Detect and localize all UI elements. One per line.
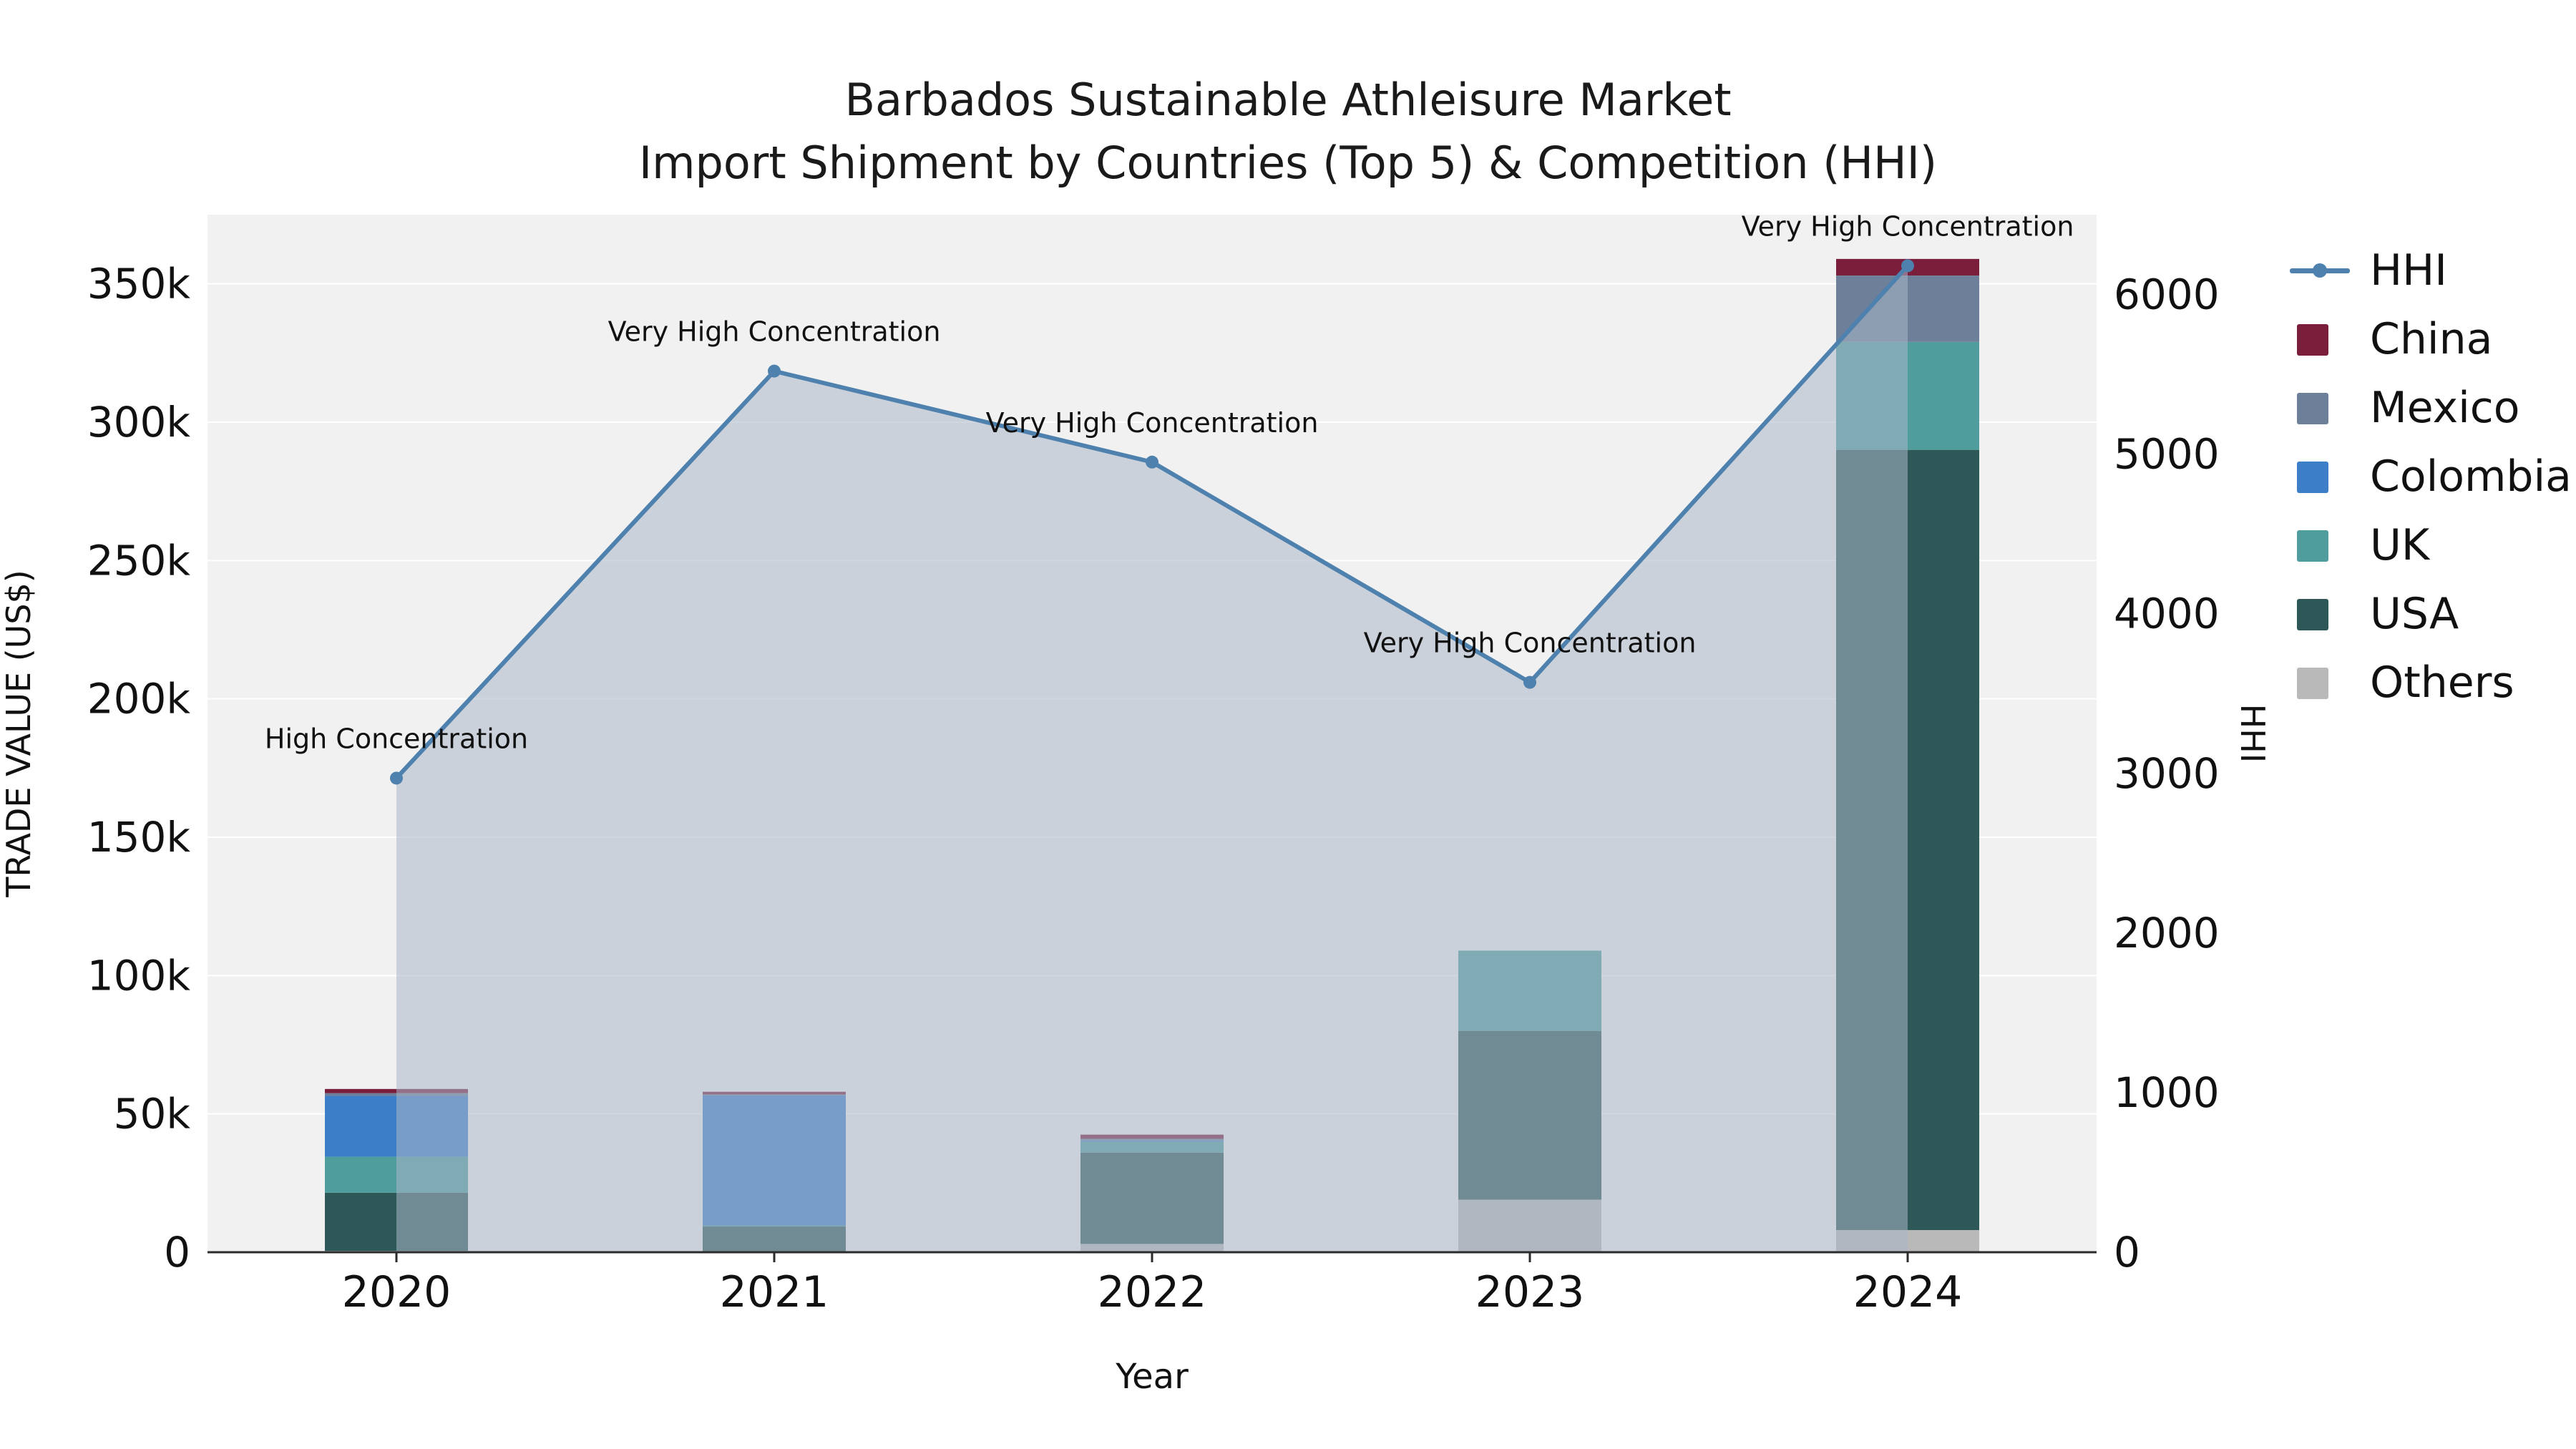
legend-label-others: Others (2370, 658, 2514, 708)
y-right-tick-label: 6000 (2114, 270, 2220, 319)
x-tick-label: 2020 (342, 1267, 452, 1317)
x-tick-label: 2022 (1098, 1267, 1207, 1317)
y-left-tick-label: 100k (87, 951, 191, 1000)
legend-item-hhi: HHI (2290, 236, 2572, 305)
legend-label-usa: USA (2370, 589, 2459, 639)
chart-title: Barbados Sustainable Athleisure Market I… (0, 69, 2576, 195)
others-swatch (2297, 668, 2328, 699)
legend-item-uk: UK (2290, 511, 2572, 580)
annotation-2023: Very High Concentration (1364, 628, 1697, 659)
legend-label-uk: UK (2370, 520, 2430, 570)
annotation-2020: High Concentration (265, 723, 528, 754)
x-tick-label: 2021 (720, 1267, 829, 1317)
legend-item-mexico: Mexico (2290, 374, 2572, 442)
y-left-tick-label: 50k (114, 1090, 191, 1138)
annotation-2021: Very High Concentration (608, 316, 941, 348)
usa-swatch (2297, 599, 2328, 630)
legend-item-others: Others (2290, 648, 2572, 717)
y-right-tick-label: 2000 (2114, 909, 2220, 957)
hhi-area (396, 265, 1908, 1252)
legend-label-hhi: HHI (2370, 245, 2447, 296)
uk-swatch (2297, 530, 2328, 562)
legend-item-usa: USA (2290, 580, 2572, 648)
y-left-tick-label: 350k (87, 260, 191, 308)
y-right-tick-label: 0 (2114, 1228, 2140, 1277)
hhi-marker-2024 (1901, 259, 1914, 273)
mexico-swatch (2297, 393, 2328, 424)
china-swatch (2297, 324, 2328, 356)
hhi-marker-2023 (1523, 675, 1536, 689)
y-left-tick-label: 150k (87, 813, 191, 862)
y-right-tick-label: 4000 (2114, 590, 2220, 638)
legend-label-china: China (2370, 314, 2493, 364)
hhi-marker-2022 (1146, 455, 1158, 469)
chart-title-line2: Import Shipment by Countries (Top 5) & C… (638, 137, 1938, 189)
legend-item-colombia: Colombia (2290, 442, 2572, 511)
y-right-axis-title: HHI (2233, 704, 2272, 763)
y-left-tick-label: 200k (87, 675, 191, 723)
y-right-tick-label: 5000 (2114, 430, 2220, 479)
legend-label-mexico: Mexico (2370, 383, 2520, 433)
y-right-tick-label: 1000 (2114, 1068, 2220, 1117)
y-left-axis-title: TRADE VALUE (US$) (0, 570, 38, 897)
colombia-swatch (2297, 462, 2328, 493)
legend: HHI China Mexico Colombia UK USA Others (2290, 236, 2572, 717)
hhi-marker-2020 (390, 771, 403, 785)
y-left-tick-label: 300k (87, 398, 191, 447)
x-tick-label: 2023 (1475, 1267, 1585, 1317)
legend-item-china: China (2290, 305, 2572, 374)
chart-title-line1: Barbados Sustainable Athleisure Market (844, 74, 1732, 126)
hhi-marker-glyph (2313, 263, 2327, 278)
annotation-2024: Very High Concentration (1742, 210, 2074, 242)
legend-label-colombia: Colombia (2370, 452, 2572, 502)
y-left-tick-label: 250k (87, 536, 191, 585)
x-tick-label: 2024 (1853, 1267, 1963, 1317)
annotation-2022: Very High Concentration (986, 407, 1319, 439)
hhi-line-swatch (2290, 253, 2351, 288)
y-left-tick-label: 0 (164, 1228, 190, 1277)
x-axis-title: Year (1115, 1357, 1189, 1397)
hhi-marker-2021 (768, 364, 781, 378)
y-right-tick-label: 3000 (2114, 749, 2220, 798)
